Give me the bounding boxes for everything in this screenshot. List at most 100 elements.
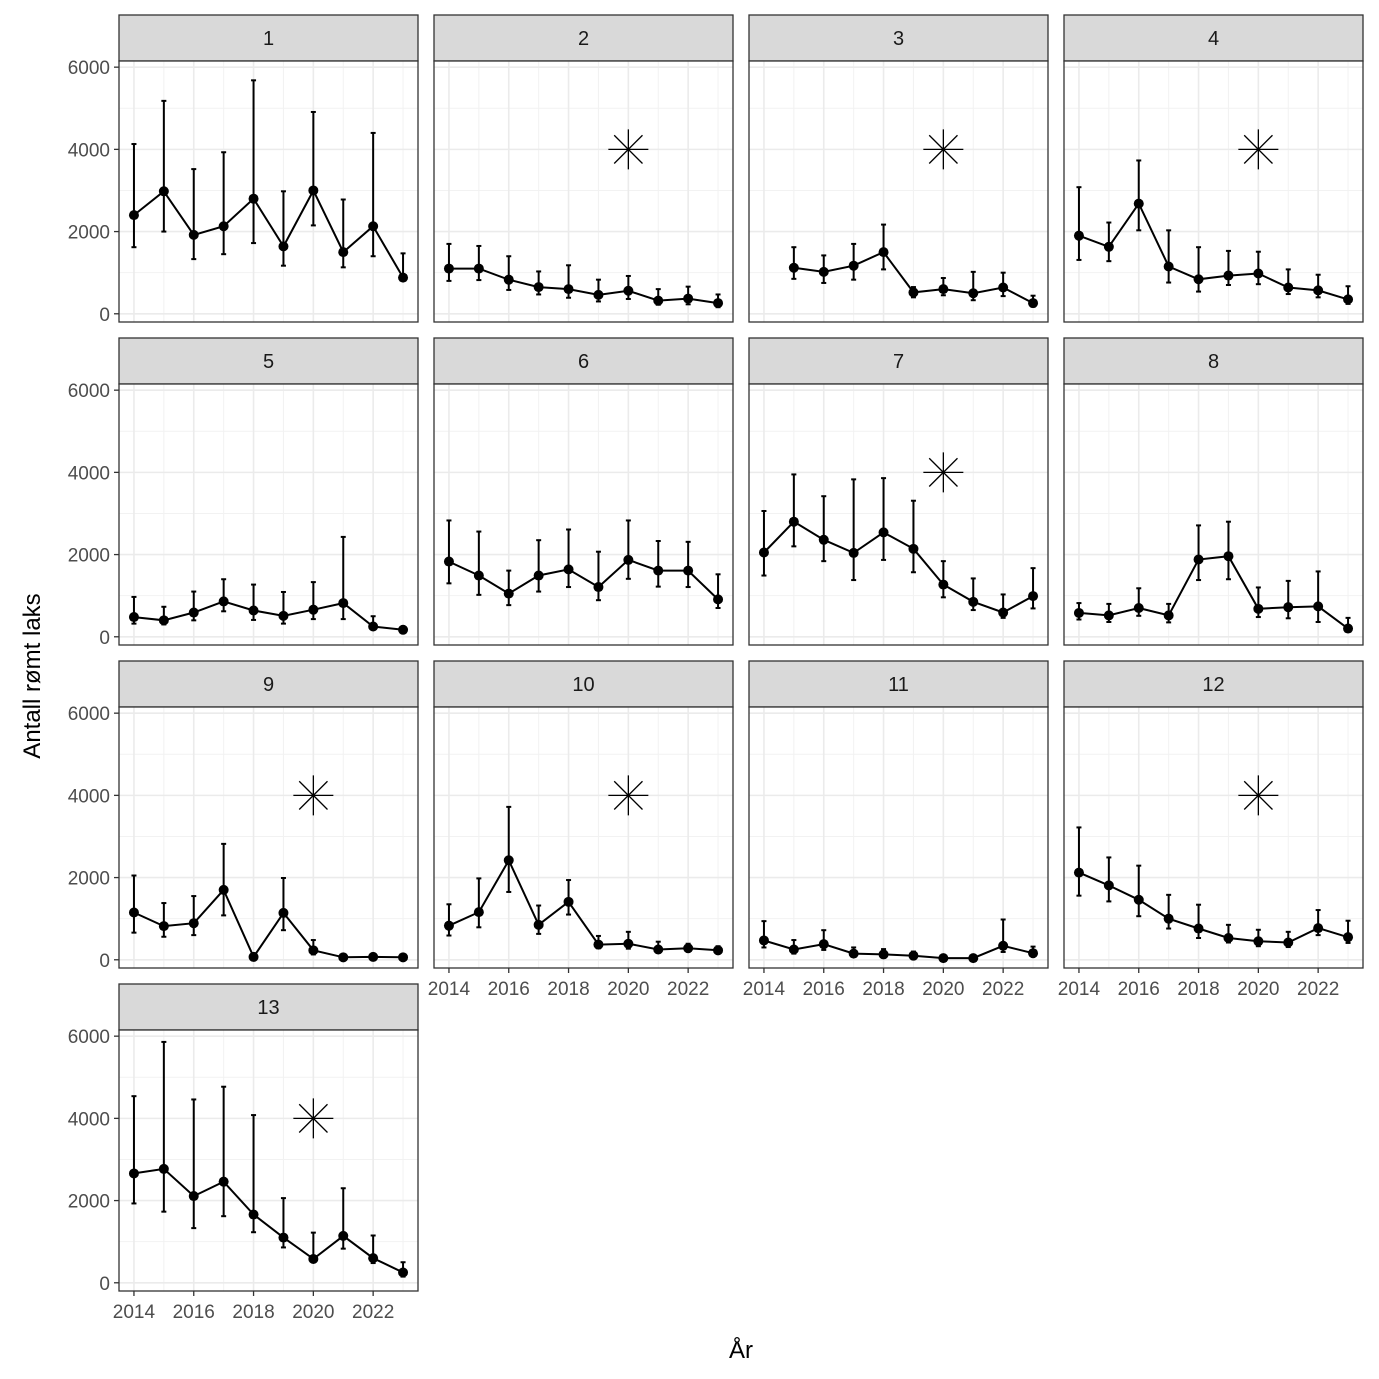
x-tick-label: 2020: [922, 979, 964, 1000]
data-point: [1073, 607, 1084, 618]
asterisk-marker: [923, 452, 964, 493]
data-point: [533, 919, 544, 930]
data-point: [1313, 601, 1324, 612]
data-point: [398, 952, 409, 963]
asterisk-stroke: [613, 134, 643, 164]
panel-background: [119, 1030, 418, 1291]
data-point: [503, 855, 514, 866]
panel-strip: [118, 14, 419, 62]
data-point: [653, 295, 664, 306]
data-point: [818, 939, 829, 950]
data-point: [908, 950, 919, 961]
panel-strip-label: 13: [257, 997, 279, 1019]
data-point: [683, 293, 694, 304]
panel-background: [119, 707, 418, 968]
x-tick-label: 2022: [352, 1302, 394, 1323]
y-tick-label: 6000: [68, 381, 110, 402]
data-point: [278, 1232, 289, 1243]
series-line: [448, 267, 719, 305]
panel-11: 11 2014 2016 2018 2020 2022: [743, 660, 1049, 1000]
data-point: [1343, 294, 1354, 305]
y-tick-label: 2000: [68, 546, 110, 567]
panel-strip-label: 4: [1208, 28, 1219, 50]
panel-border: [433, 60, 734, 323]
panel-strip-label: 2: [578, 28, 589, 50]
x-tick-label: 2018: [547, 979, 589, 1000]
data-point: [683, 565, 694, 576]
x-tick-label: 2022: [1297, 979, 1339, 1000]
panel-strip: [748, 660, 1049, 708]
data-point: [653, 565, 664, 576]
x-tick-label: 2020: [1237, 979, 1279, 1000]
data-point: [368, 221, 379, 232]
asterisk-stroke: [298, 780, 328, 810]
x-axis-title: År: [729, 1336, 753, 1364]
data-point: [593, 289, 604, 300]
panel-strip-label: 8: [1208, 351, 1219, 373]
panel-strip-label: 9: [263, 674, 274, 696]
data-point: [878, 949, 889, 960]
panel-background: [434, 61, 733, 322]
panel-strip-label: 10: [572, 674, 594, 696]
data-point: [1133, 198, 1144, 209]
data-point: [908, 543, 919, 554]
panel-2: 2: [433, 14, 734, 323]
data-point: [1103, 610, 1114, 621]
panel-border: [433, 706, 734, 969]
asterisk-marker: [1238, 775, 1279, 816]
panel-7: 7: [748, 337, 1049, 646]
data-point: [758, 935, 769, 946]
panel-border: [1063, 706, 1364, 969]
data-point: [788, 262, 799, 273]
data-point: [1028, 591, 1039, 602]
data-point: [398, 624, 409, 635]
data-point: [158, 921, 169, 932]
x-tick-label: 2020: [292, 1302, 334, 1323]
panel-strip: [1063, 337, 1364, 385]
data-point: [338, 247, 349, 258]
data-point: [563, 564, 574, 575]
data-point: [1028, 948, 1039, 959]
series-line: [448, 558, 719, 601]
panel-border: [433, 383, 734, 646]
data-point: [968, 953, 979, 964]
data-point: [1343, 932, 1354, 943]
data-point: [473, 907, 484, 918]
panel-4: 4: [1063, 14, 1364, 323]
data-point: [128, 210, 139, 221]
data-point: [503, 274, 514, 285]
asterisk-stroke: [928, 457, 958, 487]
x-tick-label: 2014: [1058, 979, 1101, 1000]
data-point: [1028, 298, 1039, 309]
data-point: [218, 596, 229, 607]
data-point: [1073, 230, 1084, 241]
data-point: [1133, 894, 1144, 905]
data-point: [188, 1191, 199, 1202]
panel-background: [1064, 707, 1363, 968]
asterisk-marker: [923, 129, 964, 170]
data-point: [1223, 270, 1234, 281]
panel-border: [748, 60, 1049, 323]
data-point: [1073, 867, 1084, 878]
panel-background: [1064, 61, 1363, 322]
panel-strip: [1063, 14, 1364, 62]
data-point: [788, 516, 799, 527]
y-tick-label: 2000: [68, 1192, 110, 1213]
data-point: [533, 282, 544, 293]
data-point: [713, 298, 724, 309]
data-point: [1133, 603, 1144, 614]
data-point: [1223, 932, 1234, 943]
panel-border: [1063, 383, 1364, 646]
data-point: [1193, 923, 1204, 934]
data-point: [338, 1230, 349, 1241]
y-tick-label: 6000: [68, 58, 110, 79]
data-point: [158, 186, 169, 197]
data-point: [128, 612, 139, 623]
data-point: [248, 193, 259, 204]
data-point: [308, 185, 319, 196]
panel-strip-label: 11: [888, 674, 909, 696]
y-tick-label: 0: [99, 951, 110, 972]
data-point: [848, 547, 859, 558]
